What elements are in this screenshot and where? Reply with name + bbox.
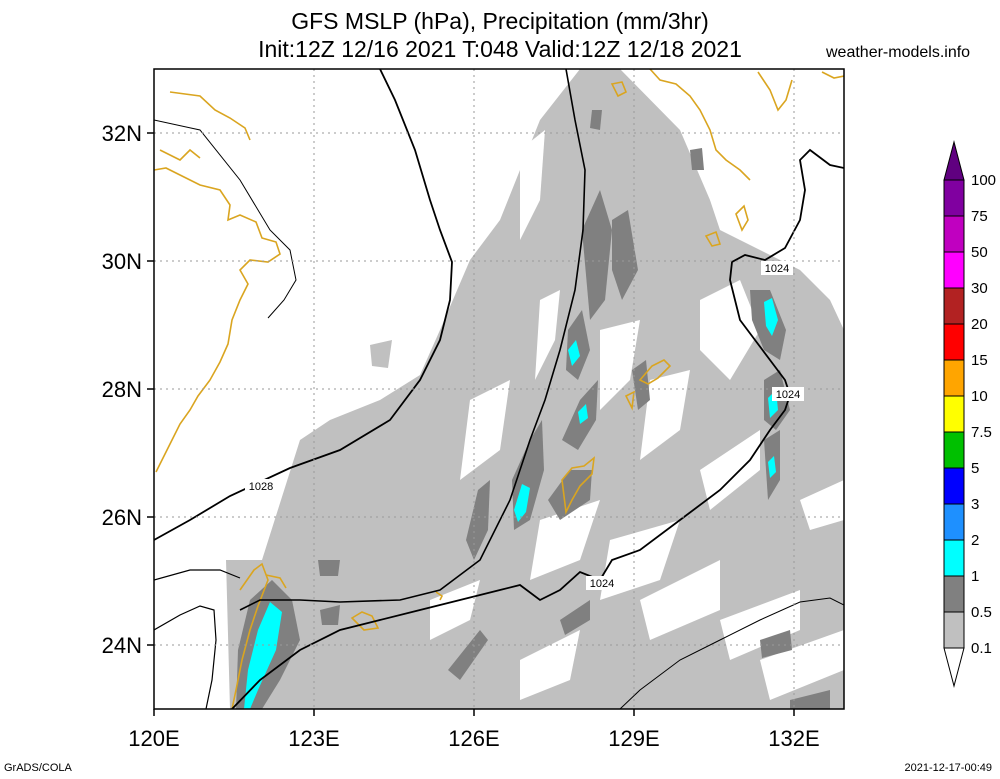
lon-label: 129E (608, 726, 659, 751)
colorbar-upper-end (943, 140, 965, 181)
colorbar-swatch (943, 431, 965, 469)
lat-label: 26N (102, 505, 142, 530)
lat-label: 24N (102, 633, 142, 658)
colorbar-label: 5 (971, 460, 979, 477)
lon-label: 126E (448, 726, 499, 751)
colorbar-label: 3 (971, 496, 979, 513)
colorbar-swatch (943, 287, 965, 325)
isobar-labels: 1028 1024 1024 1024 (245, 261, 804, 590)
colorbar-label: 10 (971, 388, 988, 405)
lon-axis-labels: 120E 123E 126E 129E 132E (128, 726, 819, 751)
colorbar-label: 2 (971, 532, 979, 549)
colorbar-lower-end (943, 647, 965, 688)
lon-label: 120E (128, 726, 179, 751)
colorbar-label: 0.5 (971, 604, 992, 621)
colorbar-swatch (943, 179, 965, 217)
chart-title: GFS MSLP (hPa), Precipitation (mm/3hr) (291, 8, 709, 34)
chart-subtitle: Init:12Z 12/16 2021 T:048 Valid:12Z 12/1… (258, 36, 742, 62)
colorbar-label: 30 (971, 280, 988, 297)
colorbar-swatch (943, 395, 965, 433)
colorbar-swatch (943, 251, 965, 289)
colorbar-label: 50 (971, 244, 988, 261)
isobar-label: 1024 (590, 578, 614, 590)
colorbar-label: 100 (971, 172, 996, 189)
colorbar-swatch (943, 575, 965, 613)
map-plot-area (154, 69, 844, 709)
colorbar-label: 20 (971, 316, 988, 333)
software-credit: GrADS/COLA (4, 762, 72, 774)
precip-heavy-area (244, 298, 778, 709)
colorbar-label: 75 (971, 208, 988, 225)
colorbar-label: 15 (971, 352, 988, 369)
colorbar-swatch (943, 539, 965, 577)
colorbar-swatch (943, 359, 965, 397)
source-label: weather-models.info (826, 44, 971, 61)
colorbar-label: 1 (971, 568, 979, 585)
isobar-label: 1028 (249, 481, 273, 493)
generation-timestamp: 2021-12-17-00:49 (904, 762, 992, 774)
lat-label: 32N (102, 121, 142, 146)
isobar-label: 1024 (776, 389, 800, 401)
colorbar-swatch (943, 323, 965, 361)
colorbar-swatch (943, 611, 965, 649)
colorbar-label: 0.1 (971, 640, 992, 657)
precip-colorbar: 0.1 0.5 1 2 3 5 7.5 10 15 20 30 50 75 100 (943, 140, 996, 688)
lon-label: 132E (768, 726, 819, 751)
colorbar-swatch (943, 215, 965, 253)
colorbar-swatch (943, 467, 965, 505)
colorbar-swatch (943, 503, 965, 541)
precip-gaps (430, 69, 844, 700)
axis-ticks (147, 132, 795, 716)
lon-label: 123E (288, 726, 339, 751)
colorbar-label: 7.5 (971, 424, 992, 441)
isobars (154, 69, 844, 709)
lat-axis-labels: 32N 30N 28N 26N 24N (102, 121, 142, 658)
coastlines (154, 69, 844, 709)
isobar-label: 1024 (765, 263, 789, 275)
lat-label: 30N (102, 249, 142, 274)
lat-label: 28N (102, 377, 142, 402)
